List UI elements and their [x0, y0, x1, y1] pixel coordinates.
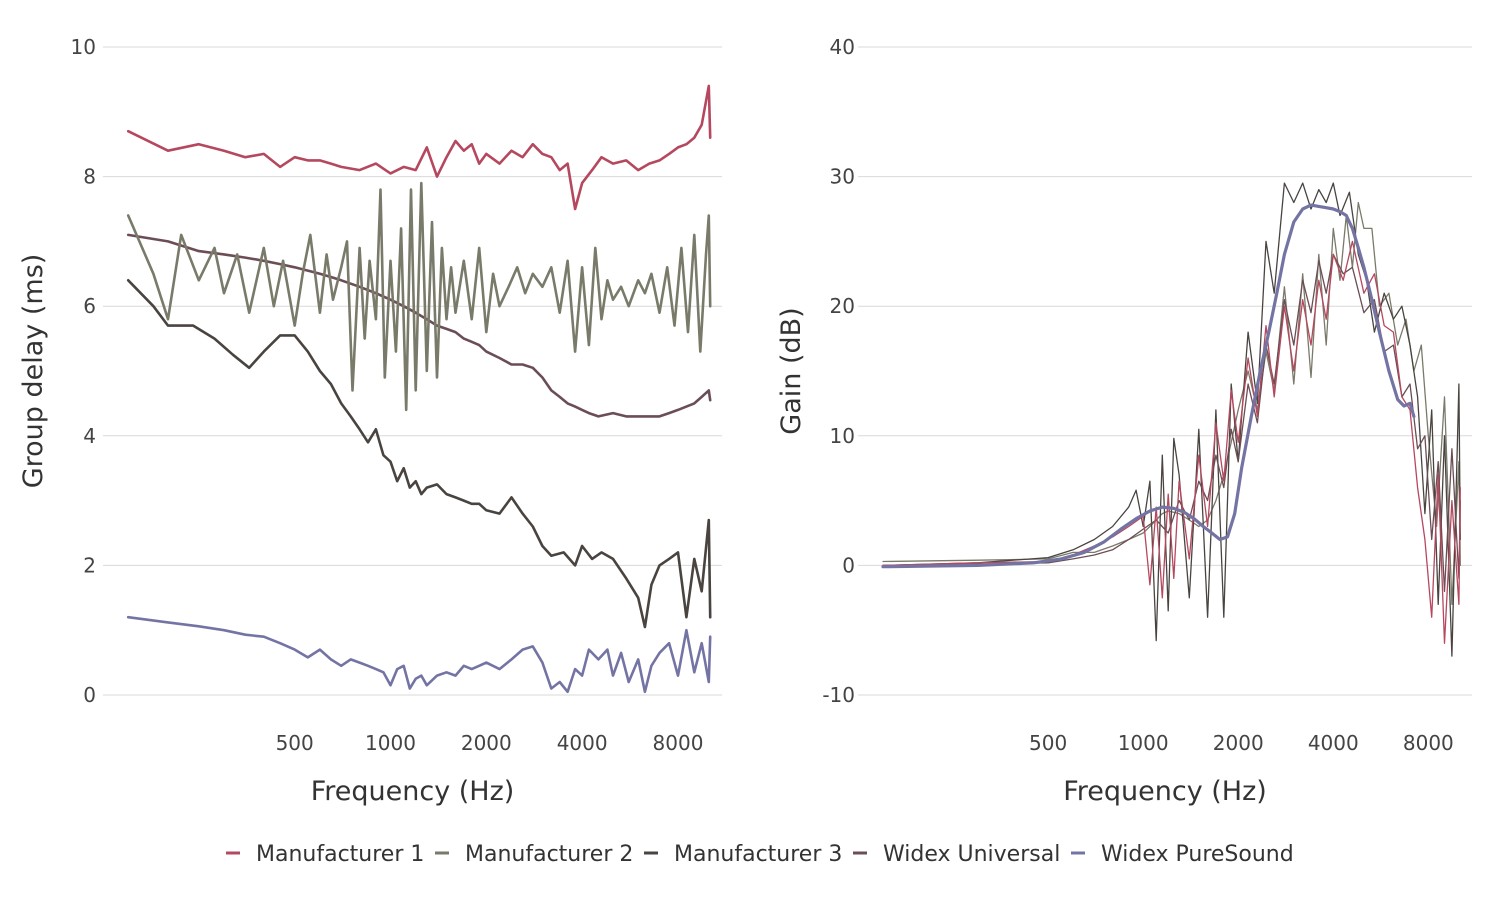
x-tick-label: 1000 — [365, 731, 416, 755]
legend: Manufacturer 1 Manufacturer 2 Manufactur… — [226, 842, 1294, 867]
legend-item-widex-puresound[interactable]: Widex PureSound — [1071, 842, 1294, 867]
gain-panel: -10 0 10 20 30 40 500 1000 2000 4000 8000 Frequency… — [776, 35, 1472, 807]
x-tick-label: 8000 — [653, 731, 704, 755]
x-tick-label: 4000 — [1308, 731, 1359, 755]
group-delay-panel: 0 2 4 6 8 10 500 1000 2000 4000 8000 Frequency (Hz)… — [18, 35, 722, 807]
legend-label: Widex Universal — [883, 842, 1060, 867]
legend-item-widex-universal[interactable]: Widex Universal — [853, 842, 1060, 867]
series-line-widex-universal — [126, 233, 712, 418]
x-axis-title: Frequency (Hz) — [311, 776, 515, 807]
y-tick-label: 8 — [83, 165, 96, 189]
y-tick-label: 0 — [83, 683, 96, 707]
x-tick-label: 500 — [1029, 731, 1067, 755]
x-tick-label: 1000 — [1118, 731, 1169, 755]
legend-label: Manufacturer 3 — [674, 842, 842, 867]
x-axis-title: Frequency (Hz) — [1063, 776, 1267, 807]
series-line-widex-puresound — [126, 615, 712, 694]
series-line-manufacturer-1 — [882, 240, 1461, 644]
legend-label: Manufacturer 1 — [256, 842, 424, 867]
series-line-manufacturer-3 — [126, 278, 712, 629]
y-tick-label: 2 — [83, 553, 96, 577]
legend-label: Widex PureSound — [1101, 842, 1294, 867]
y-tick-label: 6 — [83, 294, 96, 318]
y-tick-label: 0 — [842, 553, 855, 577]
series-line-widex-puresound — [881, 203, 1416, 569]
legend-item-manufacturer-3[interactable]: Manufacturer 3 — [644, 842, 842, 867]
y-tick-label: 20 — [830, 294, 855, 318]
y-tick-label: -10 — [822, 683, 855, 707]
x-tick-label: 2000 — [461, 731, 512, 755]
series-line-widex-universal — [882, 253, 1461, 592]
y-axis-title: Group delay (ms) — [18, 254, 49, 489]
series-line-manufacturer-2 — [882, 201, 1461, 605]
series-line-manufacturer-1 — [126, 84, 712, 211]
y-tick-label: 30 — [830, 165, 855, 189]
x-tick-label: 500 — [276, 731, 314, 755]
legend-label: Manufacturer 2 — [465, 842, 633, 867]
series-line-manufacturer-3 — [882, 182, 1461, 657]
legend-item-manufacturer-2[interactable]: Manufacturer 2 — [435, 842, 633, 867]
x-tick-label: 8000 — [1403, 731, 1454, 755]
y-axis-title: Gain (dB) — [776, 307, 807, 434]
y-tick-label: 40 — [830, 35, 855, 59]
x-tick-label: 2000 — [1213, 731, 1264, 755]
legend-item-manufacturer-1[interactable]: Manufacturer 1 — [226, 842, 424, 867]
series-line-manufacturer-2 — [126, 181, 712, 412]
y-tick-label: 4 — [83, 424, 96, 448]
y-tick-label: 10 — [71, 35, 96, 59]
y-tick-label: 10 — [830, 424, 855, 448]
x-tick-label: 4000 — [557, 731, 608, 755]
